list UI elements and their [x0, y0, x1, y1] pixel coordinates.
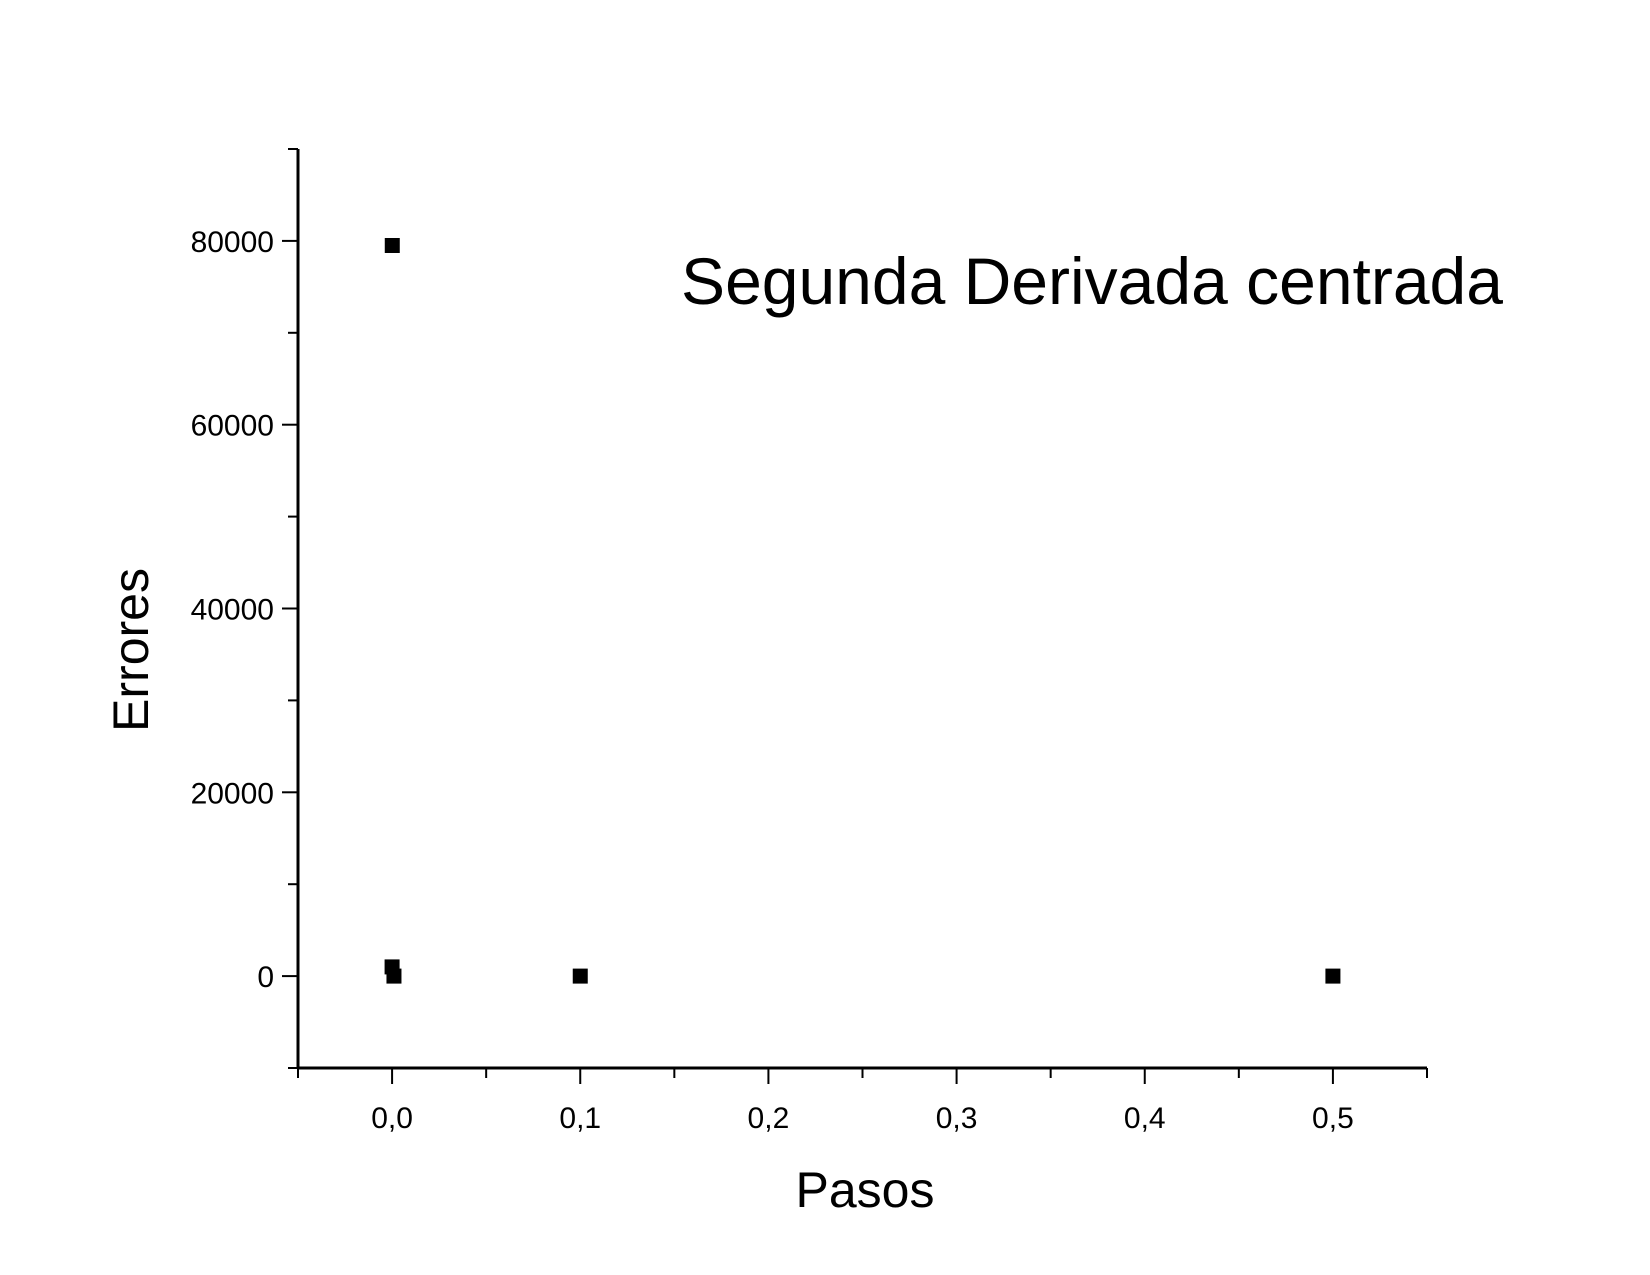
x-tick-label: 0,3: [936, 1102, 978, 1135]
x-tick-label: 0,4: [1124, 1102, 1166, 1135]
y-axis-ticks: 0 20000 40000 60000 80000: [191, 148, 298, 1069]
data-point: [384, 237, 400, 253]
data-point: [572, 968, 588, 984]
data-points: [384, 237, 1341, 984]
chart-title: Segunda Derivada centrada: [681, 244, 1503, 318]
y-tick-label: 60000: [191, 410, 274, 443]
y-axis-label: Errores: [103, 568, 159, 732]
y-tick-label: 20000: [191, 777, 274, 810]
data-point: [386, 968, 402, 984]
data-point: [1325, 968, 1341, 984]
y-tick-label: 0: [257, 961, 274, 994]
x-tick-label: 0,2: [748, 1102, 790, 1135]
x-tick-label: 0,0: [371, 1102, 413, 1135]
x-axis-label: Pasos: [796, 1162, 935, 1218]
y-tick-label: 80000: [191, 226, 274, 259]
y-tick-label: 40000: [191, 594, 274, 627]
x-tick-label: 0,1: [559, 1102, 601, 1135]
x-axis-ticks: 0,0 0,1 0,2 0,3 0,4 0,5: [297, 1068, 1428, 1135]
x-tick-label: 0,5: [1312, 1102, 1354, 1135]
